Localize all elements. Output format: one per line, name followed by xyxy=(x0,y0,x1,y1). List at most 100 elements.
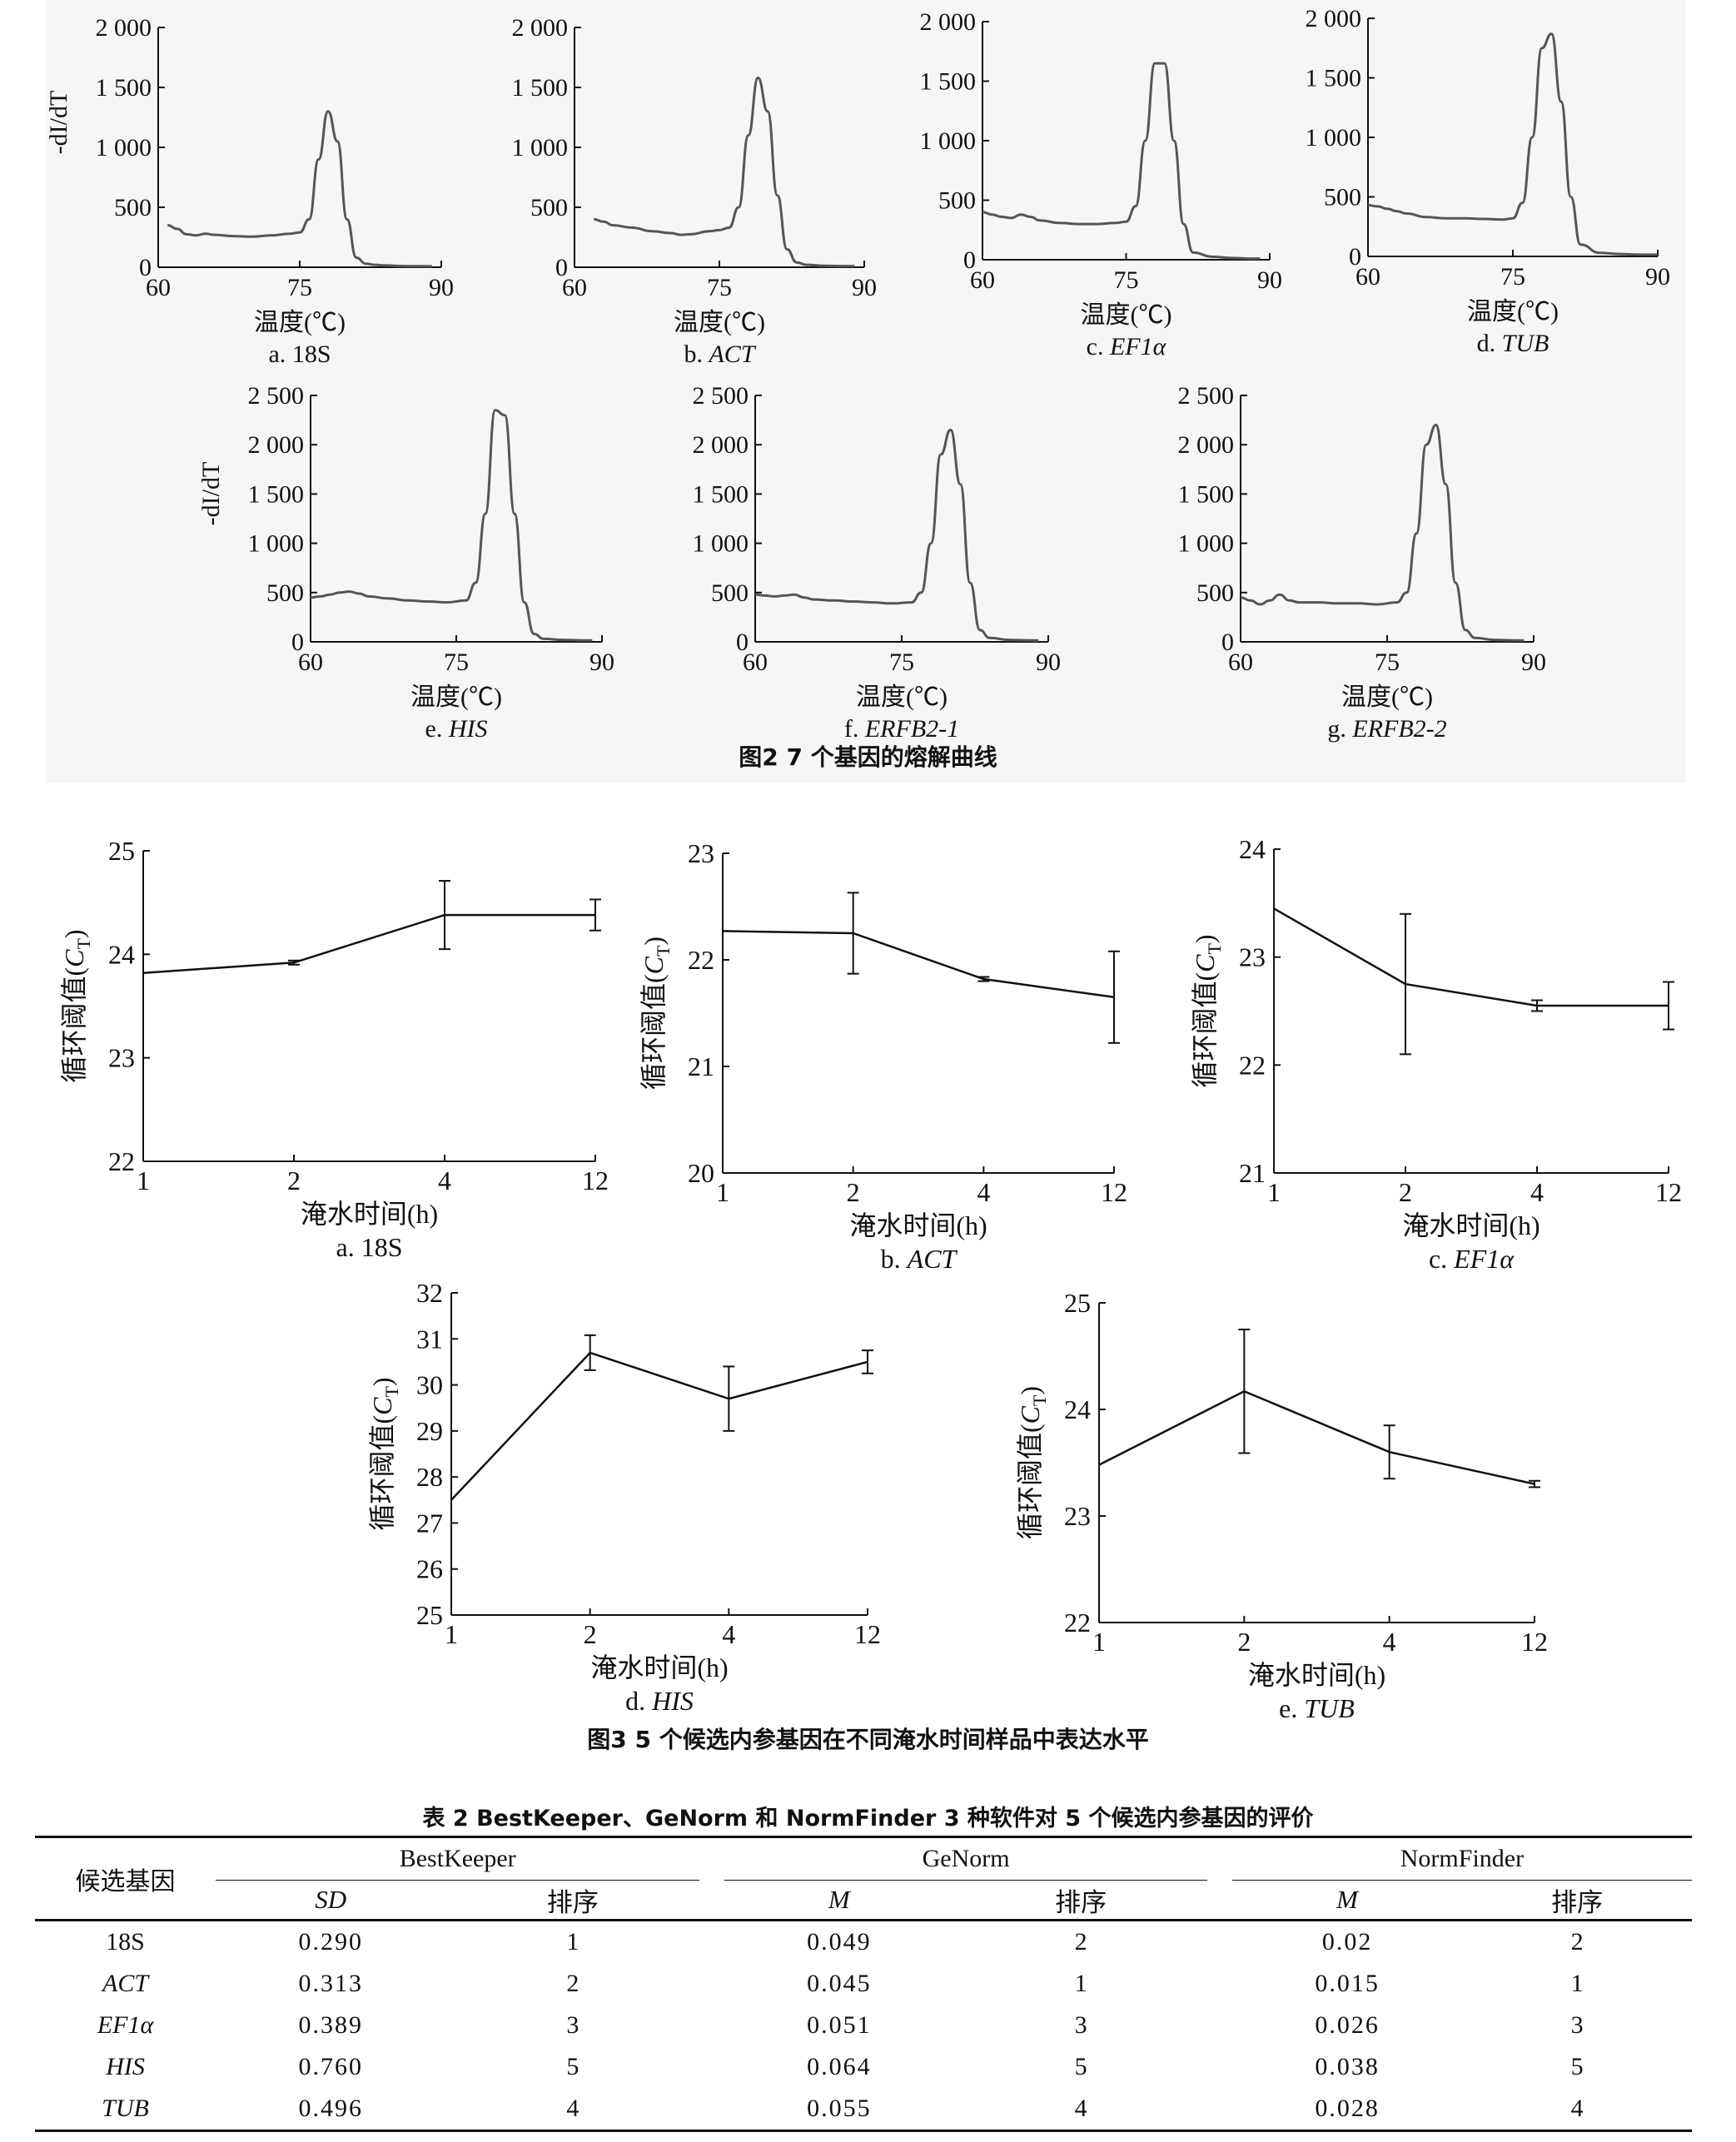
y-tick-label: 29 xyxy=(416,1416,443,1446)
subheader-sd: SD xyxy=(315,1885,347,1914)
plot-group: 0 500 1 000 1 500 2 000 2 500 60 75 90 温度(℃) g. ER… xyxy=(1178,382,1547,743)
bk-rank: 1 xyxy=(566,1928,579,1956)
nf-rank: 4 xyxy=(1570,2095,1584,2122)
x-tick-label: 4 xyxy=(977,1177,990,1207)
y-tick-label: 22 xyxy=(688,945,714,975)
x-tick-label: 4 xyxy=(1530,1177,1544,1207)
x-tick-label: 75 xyxy=(1114,266,1139,294)
bk-sd: 0.496 xyxy=(298,2095,363,2122)
y-tick-label: 500 xyxy=(938,187,976,215)
y-tick-label: 25 xyxy=(416,1600,443,1630)
y-axis-label: -dI/dT xyxy=(197,462,225,526)
subheader-m: M xyxy=(828,1885,850,1914)
x-tick-label: 2 xyxy=(847,1177,860,1207)
x-tick-label: 90 xyxy=(1521,649,1546,676)
melt-curve xyxy=(310,409,593,642)
x-axis-label: 温度(℃) xyxy=(856,683,948,711)
x-axis-label: 温度(℃) xyxy=(1081,301,1172,329)
melt-curve xyxy=(982,62,1261,261)
y-tick-label: 2 000 xyxy=(1178,431,1235,459)
gn-m: 0.064 xyxy=(807,2053,872,2080)
y-axis-label: 循环阈值(CT) xyxy=(639,937,674,1090)
plot-group: 0 500 1 000 1 500 2 000 2 500 60 75 90 温度(℃) f. ER… xyxy=(693,382,1062,743)
y-tick-label: 2 000 xyxy=(1306,5,1362,32)
x-tick-label: 1 xyxy=(1092,1627,1106,1657)
bk-sd: 0.313 xyxy=(298,1970,363,1997)
y-tick-label: 1 000 xyxy=(248,530,305,558)
y-tick-label: 23 xyxy=(108,1043,135,1073)
panel-label: g. ERFB2-2 xyxy=(1327,715,1446,743)
header-gene: 候选基因 xyxy=(75,1867,176,1896)
y-tick-label: 1 000 xyxy=(920,127,977,155)
y-tick-label: 1 500 xyxy=(96,74,152,102)
bk-rank: 4 xyxy=(566,2095,579,2122)
gn-m: 0.055 xyxy=(807,2095,872,2122)
y-tick-label: 25 xyxy=(1064,1288,1091,1318)
melt-chart-4: 0 500 1 000 1 500 2 000 2 500 60 75 90 温度(℃) e. HI… xyxy=(197,382,614,743)
header-normfinder: NormFinder xyxy=(1231,1836,1692,1881)
y-tick-label: 2 000 xyxy=(512,14,569,42)
y-tick-label: 500 xyxy=(114,194,152,221)
x-tick-label: 60 xyxy=(146,274,171,301)
gn-rank: 4 xyxy=(1074,2095,1087,2122)
panel-label: c. EF1α xyxy=(1429,1244,1515,1274)
x-tick-label: 4 xyxy=(722,1619,735,1649)
melt-chart-6: 0 500 1 000 1 500 2 000 2 500 60 75 90 温度(℃) g. ER… xyxy=(1178,382,1547,743)
y-tick-label: 0 xyxy=(1221,629,1234,656)
y-tick-label: 1 500 xyxy=(248,480,305,508)
series-line xyxy=(450,1351,868,1501)
x-tick-label: 75 xyxy=(707,274,732,301)
y-tick-label: 1 500 xyxy=(512,74,569,102)
gn-rank: 2 xyxy=(1074,1928,1087,1956)
y-tick-label: 2 500 xyxy=(1178,382,1235,410)
gn-rank: 3 xyxy=(1074,2011,1087,2039)
nf-rank: 5 xyxy=(1570,2053,1584,2080)
x-tick-label: 2 xyxy=(1237,1627,1251,1657)
melt-curve xyxy=(594,76,855,268)
series-line xyxy=(1098,1389,1535,1485)
y-tick-label: 1 000 xyxy=(1306,124,1362,152)
plot-group: 0 500 1 000 1 500 2 000 60 75 90 温度(℃) a. 18S -dI/… xyxy=(45,14,454,368)
y-tick-label: 0 xyxy=(139,254,152,281)
y-tick-label: 0 xyxy=(736,629,749,656)
x-axis-label: 淹水时间(h) xyxy=(1402,1210,1540,1240)
x-tick-label: 75 xyxy=(1500,263,1525,291)
x-tick-label: 4 xyxy=(1383,1627,1396,1657)
melt-chart-1: 0 500 1 000 1 500 2 000 60 75 90 温度(℃) b. ACT xyxy=(512,14,878,368)
x-tick-label: 90 xyxy=(1257,266,1282,294)
gene-name: 18S xyxy=(106,1928,145,1956)
y-tick-label: 23 xyxy=(688,838,714,868)
x-tick-label: 1 xyxy=(716,1177,729,1207)
x-tick-label: 1 xyxy=(1267,1177,1281,1207)
subheader-rank: 排序 xyxy=(1551,1887,1604,1917)
series-line xyxy=(1273,907,1669,1007)
figure2-background xyxy=(46,0,1686,783)
y-tick-label: 21 xyxy=(1239,1158,1266,1188)
melt-curve xyxy=(167,110,432,268)
bk-rank: 2 xyxy=(566,1970,579,1997)
x-axis-label: 淹水时间(h) xyxy=(1248,1660,1385,1690)
y-tick-label: 1 500 xyxy=(693,480,749,508)
y-axis-label: 循环阈值(CT) xyxy=(1015,1386,1050,1539)
melt-chart-0: 0 500 1 000 1 500 2 000 60 75 90 温度(℃) a. 18S -dI/… xyxy=(45,14,454,368)
x-tick-label: 60 xyxy=(1355,263,1380,291)
evaluation-table: 候选基因 BestKeeper GeNorm NormFinder SD 排序 … xyxy=(35,1836,1692,2132)
y-tick-label: 1 000 xyxy=(512,134,569,162)
y-tick-label: 2 000 xyxy=(920,8,977,36)
y-axis-label: 循环阈值(CT) xyxy=(59,929,94,1082)
subheader-rank: 排序 xyxy=(1055,1887,1107,1917)
figure3-caption: 图3 5 个候选内参基因在不同淹水时间样品中表达水平 xyxy=(587,1726,1149,1753)
panel-label: a. 18S xyxy=(336,1232,403,1262)
x-tick-label: 4 xyxy=(438,1165,451,1195)
subheader-m: M xyxy=(1336,1885,1358,1914)
table-row: 18S 0.290 1 0.049 2 0.02 2 xyxy=(35,1921,1692,1964)
y-tick-label: 21 xyxy=(688,1051,714,1081)
x-axis-label: 温度(℃) xyxy=(410,683,502,711)
y-tick-label: 28 xyxy=(416,1462,443,1492)
x-axis-label: 温度(℃) xyxy=(1467,298,1559,326)
gn-rank: 1 xyxy=(1074,1970,1087,1997)
y-axis-label: 循环阈值(CT) xyxy=(1190,934,1225,1087)
y-tick-label: 1 500 xyxy=(1306,65,1362,92)
